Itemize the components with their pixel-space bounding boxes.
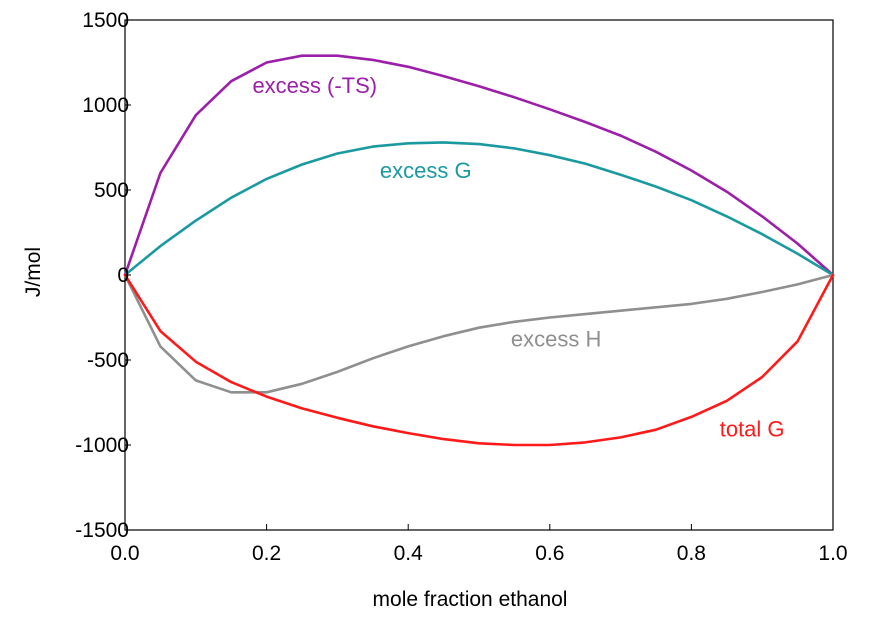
series-label: excess (-TS) <box>252 73 377 98</box>
x-tick-label: 0.6 <box>535 542 564 565</box>
series-label: total G <box>720 417 785 442</box>
series-label: excess G <box>380 158 472 183</box>
y-axis-title: J/mol <box>22 247 45 297</box>
x-tick-label: 0.4 <box>394 542 424 565</box>
x-tick-label: 0.8 <box>677 542 706 565</box>
series-lines <box>123 54 835 447</box>
y-tick-label: 0 <box>117 264 129 287</box>
x-tick-label: 1.0 <box>818 542 847 565</box>
y-tick-label: 1000 <box>82 94 129 117</box>
x-tick-label: 0.0 <box>110 542 139 565</box>
plot-area <box>124 19 834 531</box>
series-line-excess-ts <box>123 54 835 277</box>
y-tick-label: -1500 <box>75 519 129 542</box>
y-tick-label: -1000 <box>75 434 129 457</box>
series-label: excess H <box>511 326 601 351</box>
y-tick-label: 1500 <box>82 9 129 32</box>
series-annotations: excess (-TS) excess G excess H total G <box>252 73 784 441</box>
y-tick-label: -500 <box>87 349 129 372</box>
series-line-excess-g <box>123 141 835 277</box>
x-tick-label: 0.2 <box>252 542 281 565</box>
x-axis-title: mole fraction ethanol <box>373 588 568 611</box>
series-line-excess-h <box>123 273 835 394</box>
axis-ticks: 0.0 0.2 0.4 0.6 0.8 1.0 1500 1000 500 0 -500 -1000 -… <box>75 9 847 565</box>
y-tick-label: 500 <box>94 179 129 202</box>
series-line-total-g <box>123 273 835 447</box>
plot-frame <box>124 19 834 531</box>
